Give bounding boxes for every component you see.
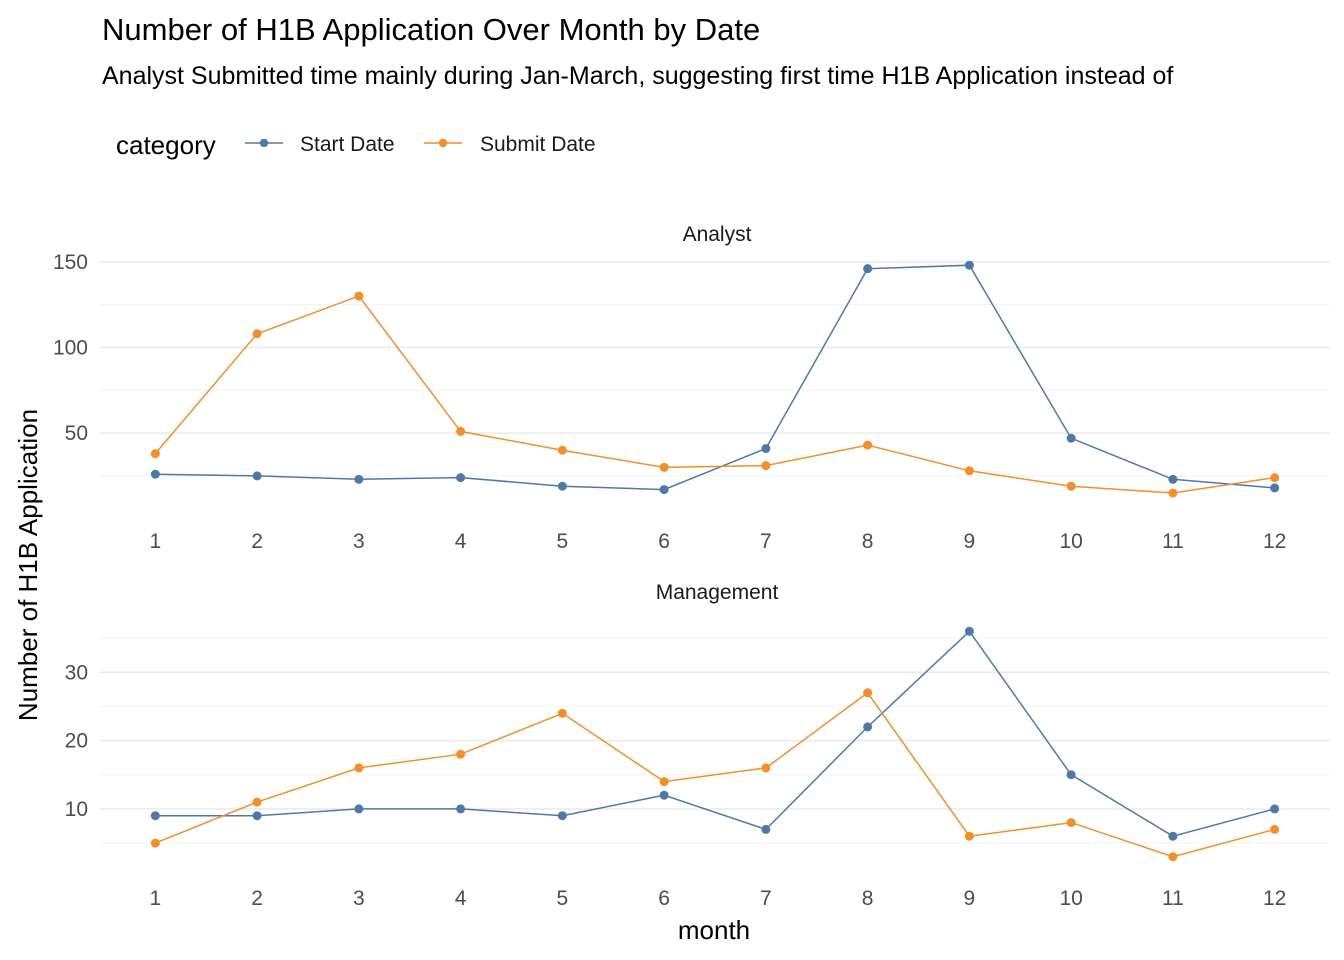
data-point-start-date [252,471,262,481]
facet-strip-label-analyst: Analyst [683,223,752,246]
data-point-start-date [1066,433,1076,443]
data-point-start-date [964,260,974,270]
data-point-start-date [557,811,567,821]
data-point-start-date [964,626,974,636]
x-tick-label: 7 [760,887,772,910]
x-tick-label: 3 [353,530,365,553]
x-tick-label: 11 [1162,887,1184,910]
facet-strip-label-management: Management [656,581,779,604]
x-tick-label: 2 [251,530,263,553]
x-tick-label: 9 [964,530,976,553]
x-tick-label: 6 [658,530,670,553]
series-line-start-date [155,264,1275,491]
data-point-submit-date [863,688,873,698]
x-tick-label: 4 [455,530,467,553]
data-point-start-date [863,264,873,274]
data-point-submit-date [456,426,466,436]
x-tick-label: 5 [557,530,569,553]
x-tick-label: 12 [1263,530,1286,553]
data-point-submit-date [659,777,669,787]
data-point-submit-date [1270,473,1280,483]
x-tick-label: 1 [150,887,162,910]
data-point-start-date [1168,831,1178,841]
data-point-submit-date [964,466,974,476]
x-tick-label: 2 [251,887,263,910]
data-point-submit-date [150,838,160,848]
data-point-start-date [761,824,771,834]
data-point-start-date [150,811,160,821]
data-point-start-date [1270,483,1280,493]
data-point-start-date [354,474,364,484]
data-point-submit-date [1168,852,1178,862]
data-point-submit-date [1066,481,1076,491]
series-line-start-date [155,630,1275,838]
data-point-start-date [557,481,567,491]
data-point-start-date [761,444,771,454]
data-point-submit-date [1066,818,1076,828]
data-point-start-date [659,485,669,495]
data-point-submit-date [863,440,873,450]
y-tick-label: 10 [65,798,88,821]
data-point-start-date [354,804,364,814]
y-tick-label: 30 [65,661,88,684]
x-tick-label: 11 [1162,530,1184,553]
data-point-submit-date [761,461,771,471]
legend: category Start Date Submit Date [116,130,596,160]
data-point-start-date [456,473,466,483]
legend-key-point-start-date [259,138,269,148]
y-tick-label: 150 [53,251,88,274]
data-point-submit-date [557,445,567,455]
y-tick-label: 100 [53,336,88,359]
data-point-submit-date [1168,488,1178,498]
y-tick-label: 20 [65,730,88,753]
data-point-start-date [863,722,873,732]
chart-title: Number of H1B Application Over Month by … [102,12,760,47]
data-point-submit-date [964,831,974,841]
x-tick-label: 1 [150,530,162,553]
x-axis-title: month [678,915,750,945]
series-line-submit-date [154,295,1275,494]
legend-key-point-submit-date [438,138,448,148]
x-tick-label: 9 [964,887,976,910]
y-tick-label: 50 [65,422,88,445]
data-point-submit-date [354,763,364,773]
legend-label-submit-date: Submit Date [480,133,596,156]
x-tick-label: 4 [455,887,467,910]
y-axis-title: Number of H1B Application [13,409,43,721]
data-point-submit-date [252,329,262,339]
data-point-start-date [1066,770,1076,780]
data-point-submit-date [252,797,262,807]
x-tick-label: 3 [353,887,365,910]
data-point-submit-date [659,462,669,472]
x-tick-label: 8 [862,887,874,910]
data-point-submit-date [557,708,567,718]
legend-title: category [116,130,216,160]
data-point-submit-date [354,291,364,301]
x-tick-label: 10 [1059,530,1082,553]
data-point-start-date [150,469,160,479]
x-tick-label: 12 [1263,887,1286,910]
data-point-start-date [252,811,262,821]
x-tick-label: 8 [862,530,874,553]
x-tick-label: 7 [760,530,772,553]
x-tick-label: 6 [658,887,670,910]
data-point-start-date [659,790,669,800]
data-point-start-date [1270,804,1280,814]
data-point-submit-date [761,763,771,773]
legend-label-start-date: Start Date [300,133,395,156]
data-point-submit-date [456,749,466,759]
data-point-submit-date [1270,824,1280,834]
x-tick-label: 10 [1059,887,1082,910]
chart-subtitle: Analyst Submitted time mainly during Jan… [102,62,1173,90]
x-tick-label: 5 [557,887,569,910]
data-point-submit-date [150,449,160,459]
series-line-submit-date [155,691,1275,858]
data-point-start-date [1168,474,1178,484]
data-point-start-date [456,804,466,814]
